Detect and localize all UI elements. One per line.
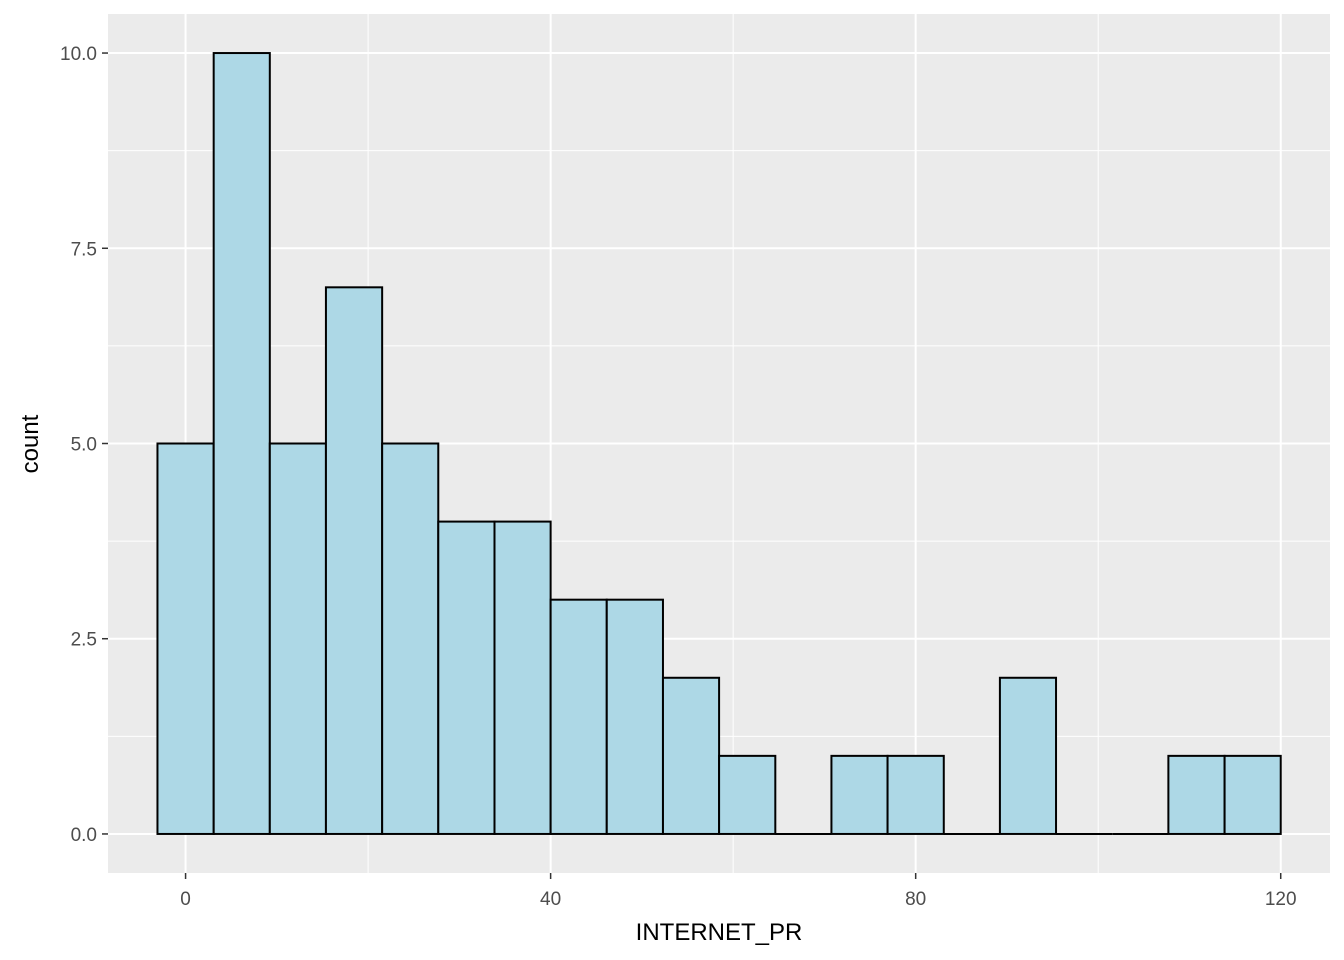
x-axis-tick-label: 120 [1265, 889, 1297, 910]
x-axis-tick-label: 0 [180, 889, 191, 910]
histogram-bar [1223, 754, 1282, 835]
histogram-bar [493, 520, 552, 835]
x-axis-tick-label: 80 [905, 889, 926, 910]
histogram-bar [381, 442, 440, 835]
y-axis-title: count [17, 414, 44, 473]
y-axis-tick-label: 5.0 [71, 435, 97, 456]
major-gridlines [108, 14, 1330, 873]
histogram-bar [661, 676, 721, 835]
histogram-bars [156, 52, 1282, 835]
y-axis-tick-label: 2.5 [71, 630, 97, 651]
histogram-bar [437, 520, 496, 835]
y-axis-tick-label: 10.0 [60, 44, 97, 65]
histogram-bar [998, 676, 1058, 835]
histogram-bar [268, 442, 327, 835]
histogram-bar [1167, 754, 1226, 835]
histogram-bar [718, 754, 777, 835]
x-axis-tick-label: 40 [540, 889, 561, 910]
y-axis-tick-label: 7.5 [71, 239, 97, 260]
x-axis-tick-labels: 0 40 80 120 [180, 889, 1296, 910]
y-axis-tick-labels: 0.0 2.5 5.0 7.5 10.0 [60, 44, 97, 846]
histogram-bar [324, 286, 384, 835]
histogram-bar [605, 598, 664, 835]
histogram-bar [212, 52, 271, 835]
x-axis-title: INTERNET_PR [636, 919, 803, 946]
histogram-bar [549, 598, 608, 835]
histogram-bar [886, 754, 945, 835]
histogram-bar [156, 442, 215, 835]
histogram-bar [830, 754, 889, 835]
axis-ticks [102, 52, 1282, 879]
y-axis-tick-label: 0.0 [71, 825, 97, 846]
